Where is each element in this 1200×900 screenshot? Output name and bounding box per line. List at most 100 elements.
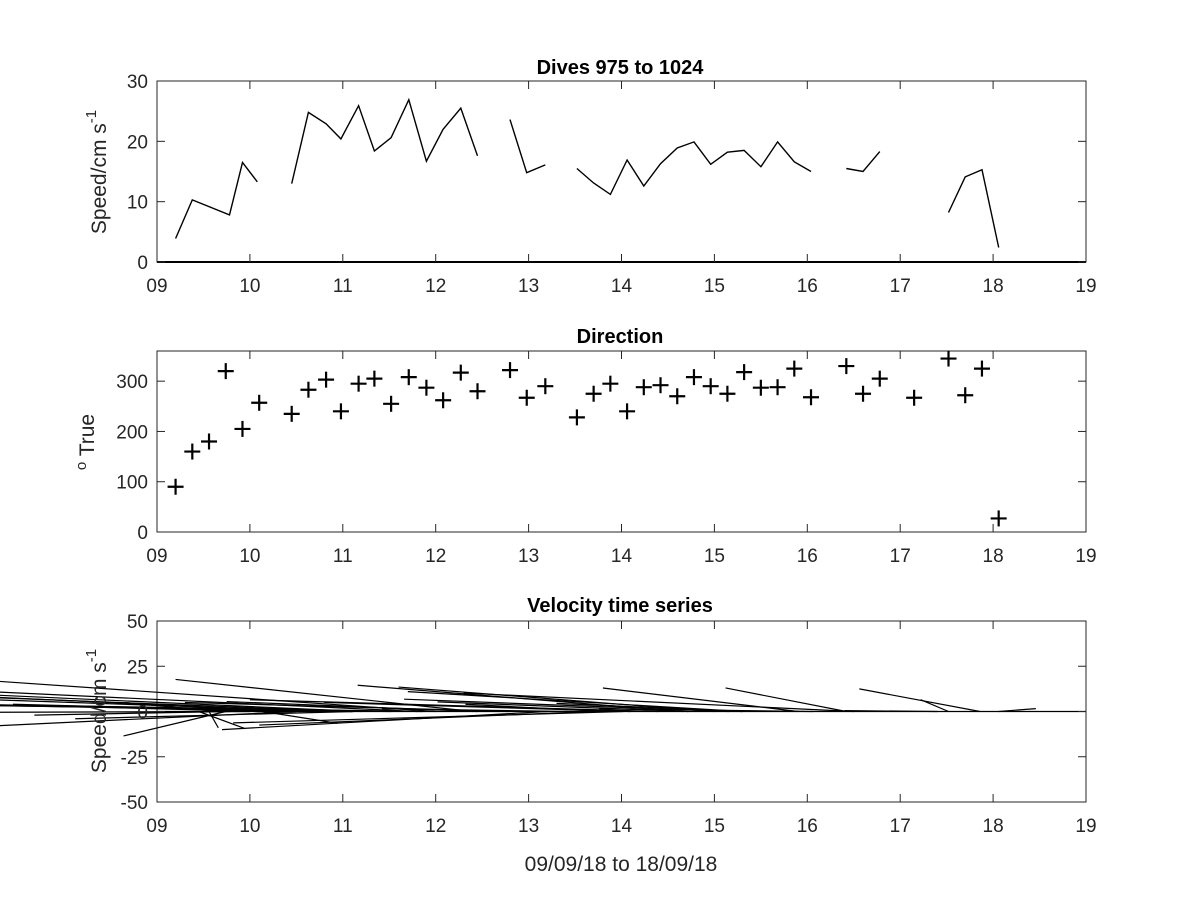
velocity-vector — [844, 709, 938, 713]
velocity-vector — [75, 710, 354, 720]
velocity-y-tick-label: 0 — [137, 703, 148, 724]
velocity-y-tick-label: 25 — [127, 657, 148, 678]
direction-scatter-marks — [167, 350, 1007, 527]
velocity-vector — [859, 688, 981, 713]
direction-point — [318, 371, 335, 388]
direction-point — [702, 378, 719, 395]
direction-point — [669, 388, 686, 405]
speed-x-tick-label: 09 — [146, 276, 167, 297]
velocity-x-tick-label: 11 — [333, 816, 353, 837]
direction-point — [803, 389, 820, 406]
direction-point — [838, 358, 855, 375]
direction-point — [435, 392, 452, 409]
speed-x-tick-label: 15 — [704, 276, 725, 297]
velocity-x-tick-label: 17 — [890, 816, 911, 837]
direction-y-tick-label: 300 — [116, 372, 148, 393]
direction-point — [957, 387, 974, 404]
velocity-vector — [0, 710, 250, 713]
direction-point — [217, 363, 234, 380]
speed-y-tick-label: 20 — [127, 132, 148, 153]
speed-x-tick-label: 14 — [611, 276, 633, 297]
direction-axis-ticks: 09 10 11 12 13 14 15 16 17 18 19 0 100 200 300 — [116, 351, 1097, 567]
velocity-x-tick-label: 19 — [1075, 816, 1096, 837]
velocity-x-tick-label: 13 — [518, 816, 539, 837]
velocity-vector — [0, 694, 362, 713]
velocity-y-tick-label: -25 — [121, 748, 148, 769]
direction-x-tick-label: 09 — [146, 546, 167, 567]
direction-point — [973, 360, 990, 377]
direction-point — [990, 510, 1007, 527]
direction-y-tick-label: 0 — [137, 523, 148, 544]
velocity-y-tick-label: 50 — [127, 612, 148, 633]
velocity-vector — [0, 680, 436, 713]
direction-point — [619, 403, 636, 420]
velocity-vector — [324, 701, 631, 713]
direction-x-tick-label: 10 — [239, 546, 260, 567]
velocity-vector — [725, 687, 847, 713]
speed-x-tick-label: 10 — [239, 276, 260, 297]
direction-point — [769, 379, 786, 396]
direction-axes-box — [156, 350, 1087, 533]
speed-line-segment — [174, 160, 258, 239]
direction-x-tick-label: 15 — [704, 546, 725, 567]
direction-point — [283, 405, 300, 422]
direction-point — [469, 383, 486, 400]
speed-y-axis-label: Speed/cm s-1 — [83, 110, 111, 234]
direction-point — [234, 420, 251, 437]
velocity-x-tick-label: 16 — [797, 816, 818, 837]
speed-axis-ticks: 09 10 11 12 13 14 15 16 17 18 19 0 10 20 30 — [127, 72, 1097, 297]
velocity-x-tick-label: 18 — [983, 816, 1004, 837]
direction-point — [940, 350, 957, 367]
velocity-vector-marks — [0, 678, 1036, 737]
velocity-vector — [381, 708, 568, 713]
velocity-vector — [0, 697, 353, 713]
velocity-vector — [998, 708, 1036, 713]
velocity-panel: Velocity time series 09 10 11 12 13 14 15 16 17 1… — [0, 595, 1097, 876]
direction-point — [251, 394, 268, 411]
speed-x-tick-label: 18 — [983, 276, 1004, 297]
direction-point — [585, 385, 602, 402]
direction-point — [383, 395, 400, 412]
speed-panel: Dives 975 to 1024 09 10 11 12 13 14 15 16 17 18 19… — [83, 57, 1097, 297]
direction-point — [855, 385, 872, 402]
direction-point — [602, 375, 619, 392]
velocity-vector — [599, 708, 813, 713]
direction-point — [786, 360, 803, 377]
direction-point — [906, 389, 923, 406]
speed-x-tick-label: 12 — [425, 276, 446, 297]
direction-x-tick-label: 11 — [333, 546, 353, 567]
direction-point — [736, 364, 753, 381]
velocity-y-tick-label: -50 — [121, 793, 148, 814]
velocity-x-tick-label: 09 — [146, 816, 167, 837]
direction-point — [537, 378, 554, 395]
direction-point — [418, 379, 435, 396]
speed-panel-title: Dives 975 to 1024 — [537, 57, 705, 79]
velocity-x-tick-label: 15 — [704, 816, 725, 837]
direction-point — [167, 478, 184, 495]
velocity-panel-title: Velocity time series — [527, 595, 713, 617]
direction-x-tick-label: 19 — [1075, 546, 1096, 567]
direction-y-tick-label: 100 — [116, 473, 148, 494]
speed-x-tick-label: 11 — [333, 276, 353, 297]
direction-point — [201, 433, 218, 450]
direction-point — [871, 370, 888, 387]
speed-x-tick-label: 13 — [518, 276, 539, 297]
direction-point — [400, 369, 417, 386]
velocity-vector — [233, 710, 624, 724]
speed-line-segment — [509, 119, 546, 174]
direction-point — [366, 370, 383, 387]
speed-line-segment — [576, 140, 812, 196]
velocity-vector — [175, 678, 473, 713]
velocity-vector — [407, 690, 743, 713]
direction-point — [300, 381, 317, 398]
direction-x-tick-label: 16 — [797, 546, 818, 567]
speed-y-tick-label: 30 — [127, 72, 148, 93]
direction-y-axis-label: o True — [73, 414, 99, 470]
direction-y-tick-label: 200 — [116, 422, 148, 443]
direction-x-tick-label: 18 — [983, 546, 1004, 567]
speed-x-tick-label: 19 — [1075, 276, 1096, 297]
direction-x-tick-label: 13 — [518, 546, 539, 567]
direction-point — [350, 375, 367, 392]
direction-point — [752, 379, 769, 396]
